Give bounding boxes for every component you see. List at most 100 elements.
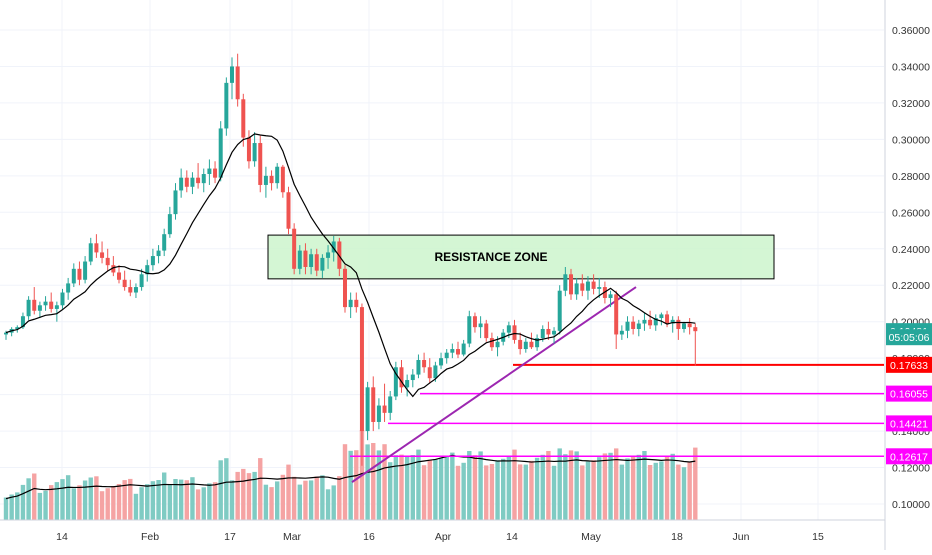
volume-bar xyxy=(472,455,478,520)
candle-body xyxy=(331,241,336,253)
candle-body xyxy=(43,301,48,306)
candle-body xyxy=(512,325,517,340)
volume-bar xyxy=(43,490,48,520)
candle-body xyxy=(184,177,189,187)
time-tick-label: 14 xyxy=(506,531,518,543)
candle-body xyxy=(393,367,398,397)
candle-body xyxy=(303,250,308,267)
candle-body xyxy=(416,359,421,375)
time-tick-label: 18 xyxy=(671,531,683,543)
candle-body xyxy=(111,265,116,273)
volume-bar xyxy=(111,486,116,520)
volume-bar xyxy=(139,487,144,520)
candle-body xyxy=(523,341,528,350)
candle-body xyxy=(371,387,376,422)
price-tick-label: 0.12000 xyxy=(892,463,930,475)
candle-body xyxy=(354,299,359,308)
volume-bar xyxy=(20,484,26,520)
volume-bar xyxy=(337,476,342,520)
volume-bar xyxy=(156,480,161,520)
candle-body xyxy=(122,279,127,288)
volume-bar xyxy=(495,460,500,520)
candle-body xyxy=(382,405,387,413)
candle-body xyxy=(15,327,20,329)
price-tick-label: 0.10000 xyxy=(892,499,930,511)
volume-bar xyxy=(461,462,466,520)
candle-body xyxy=(461,343,466,355)
candle-body xyxy=(326,252,331,258)
candle-body xyxy=(213,168,218,178)
price-tick-label: 0.28000 xyxy=(892,171,930,183)
volume-bar xyxy=(557,448,562,520)
candle-body xyxy=(631,321,636,329)
candle-body xyxy=(139,274,144,288)
volume-bar xyxy=(178,479,184,520)
candle-body xyxy=(456,349,460,355)
volume-bar xyxy=(501,458,506,520)
volume-bar xyxy=(450,452,455,520)
candle-body xyxy=(77,268,82,280)
price-tick-label: 0.36000 xyxy=(892,25,930,37)
candle-body xyxy=(614,294,619,335)
price-moving-average xyxy=(5,133,696,398)
candle-body xyxy=(653,318,658,326)
volume-bar xyxy=(9,494,14,520)
volume-bar xyxy=(371,443,376,520)
candle-body xyxy=(190,177,195,187)
price-label-box xyxy=(886,329,932,346)
volume-bar xyxy=(235,471,240,520)
candle-body xyxy=(258,143,263,185)
volume-bar xyxy=(82,480,88,520)
volume-bar xyxy=(404,456,410,520)
volume-bar xyxy=(614,448,619,520)
resistance-zone-label: RESISTANCE ZONE xyxy=(434,250,547,264)
horizontal-levels xyxy=(350,363,884,458)
resistance-zone[interactable] xyxy=(267,234,775,280)
candle-body xyxy=(489,338,494,348)
volume-bar xyxy=(331,485,336,520)
volume-bar xyxy=(591,460,596,520)
volume-bar xyxy=(241,468,246,520)
volume-bar xyxy=(574,451,579,520)
volume-bar xyxy=(105,488,110,520)
price-label-text: 0.14421 xyxy=(890,418,928,430)
volume-ma-line xyxy=(5,454,696,500)
candle-body xyxy=(506,325,511,333)
volume-bar xyxy=(303,480,308,520)
price-tick-label: 0.34000 xyxy=(892,61,930,73)
volume-bar xyxy=(376,450,382,520)
candle-body xyxy=(156,250,161,257)
candle-body xyxy=(100,252,105,258)
volume-bar xyxy=(602,453,608,520)
volume-bar xyxy=(263,484,269,520)
candle-body xyxy=(246,137,251,162)
volume-bar xyxy=(145,484,150,520)
volume-bar xyxy=(625,458,630,520)
candle-body xyxy=(241,99,246,138)
candle-body xyxy=(207,168,212,175)
volume-bar xyxy=(636,454,641,520)
candle-body xyxy=(66,283,71,293)
candle-body xyxy=(693,327,698,332)
volume-bar xyxy=(325,489,331,520)
candle-body xyxy=(235,66,240,100)
time-tick-label: 14 xyxy=(56,531,68,543)
volume-bar xyxy=(246,473,252,520)
volume-bar xyxy=(116,484,122,520)
candle-body xyxy=(88,243,93,262)
candle-body xyxy=(535,338,540,348)
candle-body xyxy=(422,359,427,368)
volume-bar xyxy=(467,451,472,520)
candle-body xyxy=(4,332,8,335)
candle-body xyxy=(150,256,155,266)
volume-bar xyxy=(173,479,178,520)
candle-body xyxy=(591,281,596,289)
candle-body xyxy=(439,358,444,366)
price-tick-label: 0.26000 xyxy=(892,207,930,219)
volume-bar xyxy=(94,476,99,520)
candle-body xyxy=(117,272,121,280)
volume-bar xyxy=(517,464,523,520)
volume-bar xyxy=(393,455,399,520)
